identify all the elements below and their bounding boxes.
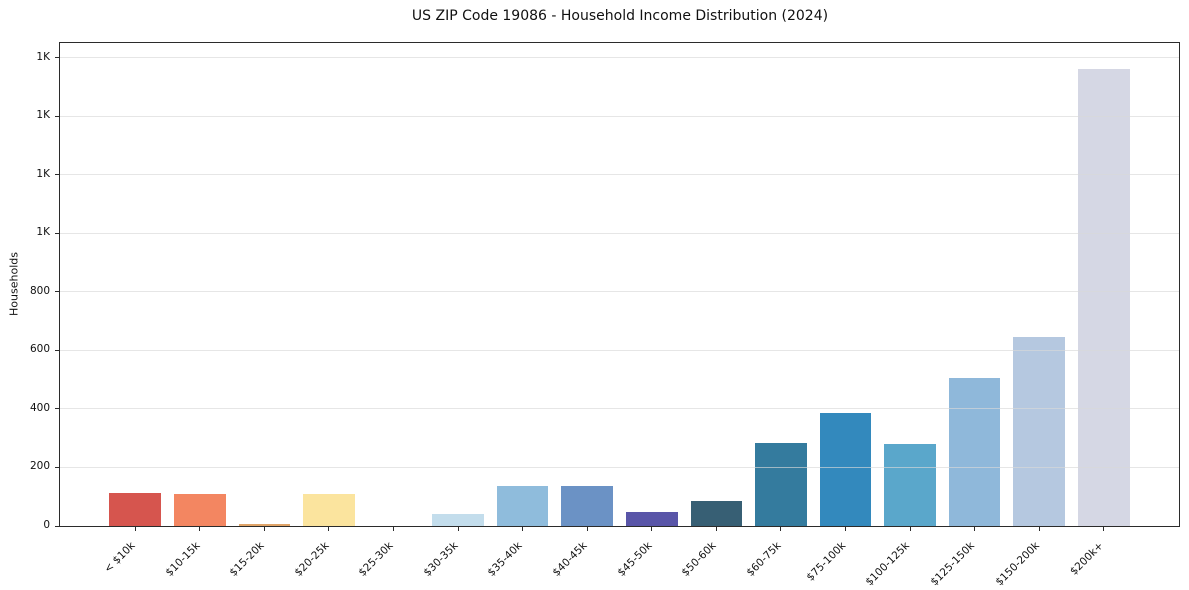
y-axis-tick-gutter: 0 200 400 600 800 1K 1K 1K 1K xyxy=(0,42,59,531)
x-tick-mark xyxy=(974,527,976,531)
bar-35-40k xyxy=(496,485,549,526)
x-tick-mark xyxy=(586,527,588,531)
y-tick-mark xyxy=(55,232,59,234)
bar-20-25k xyxy=(303,493,355,526)
x-tick-mark xyxy=(844,527,846,531)
y-tick-label: 1K xyxy=(36,226,50,239)
y-tick-mark xyxy=(55,115,59,117)
bar-125-150k xyxy=(948,377,1001,526)
bar-200k+ xyxy=(1077,69,1130,526)
y-tick-mark xyxy=(55,525,59,527)
bar-10k xyxy=(109,492,162,526)
y-tick-label: 400 xyxy=(29,401,50,414)
y-tick-label: 1K xyxy=(36,109,50,122)
gridline xyxy=(60,408,1179,410)
y-tick-label: 200 xyxy=(29,460,50,473)
x-tick-mark xyxy=(522,527,524,531)
x-tick-mark xyxy=(1038,527,1040,531)
bar-15-20k xyxy=(238,523,291,526)
chart-title: US ZIP Code 19086 - Household Income Dis… xyxy=(411,8,829,24)
x-tick-label: $45-50k xyxy=(614,539,655,579)
gridline xyxy=(60,115,1179,117)
bar-50-60k xyxy=(690,501,743,526)
x-tick-label: $75-100k xyxy=(803,539,848,584)
y-tick-label: 1K xyxy=(36,50,50,63)
gridline xyxy=(60,291,1179,293)
x-tick-mark xyxy=(909,527,911,531)
x-tick-label: $200k+ xyxy=(1068,539,1106,578)
gridline xyxy=(60,174,1179,176)
gridline xyxy=(60,349,1179,351)
bar-150-200k xyxy=(1013,337,1065,526)
x-tick-label: $35-40k xyxy=(485,539,525,579)
bar-60-75k xyxy=(755,442,807,526)
x-tick-label: $60-75k xyxy=(744,539,784,579)
x-tick-mark xyxy=(1103,527,1105,531)
bar-30-35k xyxy=(432,514,484,526)
y-tick-mark xyxy=(55,291,59,293)
bar-40-45k xyxy=(561,485,614,526)
x-tick-mark xyxy=(263,527,265,531)
gridline xyxy=(60,57,1179,59)
y-tick-mark xyxy=(55,466,59,468)
y-tick-mark xyxy=(55,408,59,410)
x-tick-label: $15-20k xyxy=(227,539,267,579)
x-tick-mark xyxy=(134,527,136,531)
plot-area: < $10k $10-15k $15-20k $20-25k $25-30k $30-35… xyxy=(55,42,1180,588)
x-tick-mark xyxy=(780,527,782,531)
y-tick-mark xyxy=(55,57,59,59)
x-tick-mark xyxy=(199,527,201,531)
x-tick-label: < $10k xyxy=(101,539,138,576)
bar-75-100k xyxy=(819,413,872,526)
bar-45-50k xyxy=(625,511,678,526)
x-tick-label: $40-45k xyxy=(550,539,590,579)
y-tick-label: 800 xyxy=(29,284,50,297)
x-tick-label: $20-25k xyxy=(292,539,332,579)
x-tick-label: $150-200k xyxy=(992,539,1042,589)
gridline xyxy=(60,232,1179,234)
x-tick-label: $10-15k xyxy=(162,539,203,579)
bar-10-15k xyxy=(174,493,226,526)
x-tick-label: $125-150k xyxy=(928,539,977,589)
gridline xyxy=(60,466,1179,468)
x-tick-label: $25-30k xyxy=(356,539,396,579)
x-tick-mark xyxy=(715,527,717,531)
x-tick-mark xyxy=(457,527,459,531)
x-tick-label: $30-35k xyxy=(421,539,461,579)
y-tick-label: 1K xyxy=(36,167,50,180)
x-tick-label: $50-60k xyxy=(679,539,719,579)
x-tick-label: $100-125k xyxy=(863,539,913,589)
x-tick-mark xyxy=(328,527,330,531)
y-tick-mark xyxy=(55,349,59,351)
y-tick-label: 600 xyxy=(29,343,50,356)
y-tick-mark xyxy=(55,174,59,176)
bar-100-125k xyxy=(884,444,936,526)
y-tick-label: 0 xyxy=(43,519,50,531)
x-tick-mark xyxy=(393,527,395,531)
x-tick-mark xyxy=(651,527,653,531)
